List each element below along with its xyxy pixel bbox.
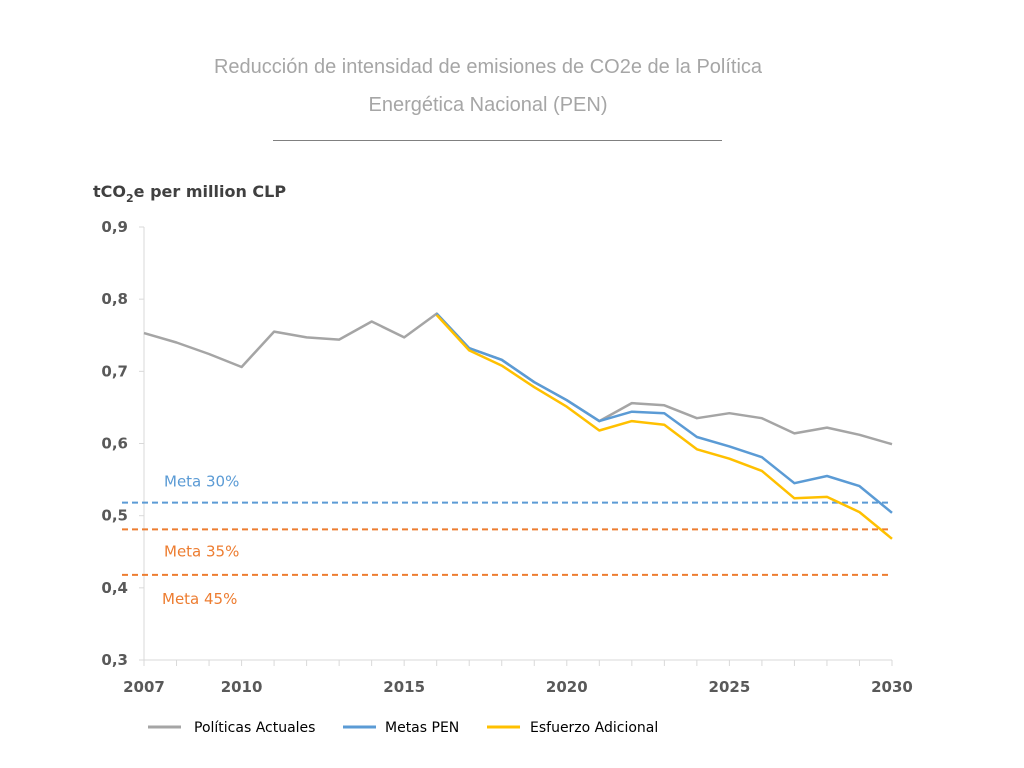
chart-title: Reducción de intensidad de emisiones de … bbox=[0, 48, 976, 124]
x-tick-label: 2007 bbox=[123, 678, 165, 696]
reference-line-label: Meta 35% bbox=[164, 542, 239, 560]
x-tick-label: 2010 bbox=[221, 678, 263, 696]
reference-line-label: Meta 30% bbox=[164, 473, 239, 491]
x-tick-label: 2015 bbox=[383, 678, 425, 696]
series-line-metas-pen bbox=[435, 312, 893, 514]
series-line-politicas-actuales bbox=[143, 312, 893, 446]
x-tick-label: 2025 bbox=[709, 678, 751, 696]
chart-title-line-1: Reducción de intensidad de emisiones de … bbox=[213, 56, 763, 78]
y-tick-label: 0,6 bbox=[101, 435, 128, 453]
reference-lines: Meta 30% Meta 35% Meta 45% bbox=[122, 473, 888, 608]
axes: 0,3 0,4 0,5 0,6 0,7 0,8 0,9 2007 2010 2015 2020 202… bbox=[101, 218, 912, 696]
data-series bbox=[143, 312, 893, 540]
reference-line-label: Meta 45% bbox=[162, 590, 237, 608]
x-tick-label: 2030 bbox=[871, 678, 913, 696]
series-line-esfuerzo-adicional bbox=[435, 314, 893, 540]
y-tick-label: 0,7 bbox=[101, 362, 128, 380]
legend-label: Metas PEN bbox=[385, 720, 459, 736]
legend: Políticas Actuales Metas PEN Esfuerzo Adic… bbox=[148, 720, 658, 736]
y-tick-label: 0,8 bbox=[101, 290, 128, 308]
legend-label: Políticas Actuales bbox=[194, 720, 315, 736]
y-tick-label: 0,4 bbox=[101, 579, 128, 597]
legend-label: Esfuerzo Adicional bbox=[530, 720, 658, 736]
y-tick-label: 0,9 bbox=[101, 218, 128, 236]
x-tick-label: 2020 bbox=[546, 678, 588, 696]
chart-title-line-2: Energética Nacional (PEN) bbox=[368, 94, 608, 116]
title-underline bbox=[273, 140, 722, 141]
y-tick-label: 0,3 bbox=[101, 651, 128, 669]
y-tick-label: 0,5 bbox=[101, 507, 128, 525]
y-axis-label: tCO2e per million CLP bbox=[93, 182, 286, 205]
